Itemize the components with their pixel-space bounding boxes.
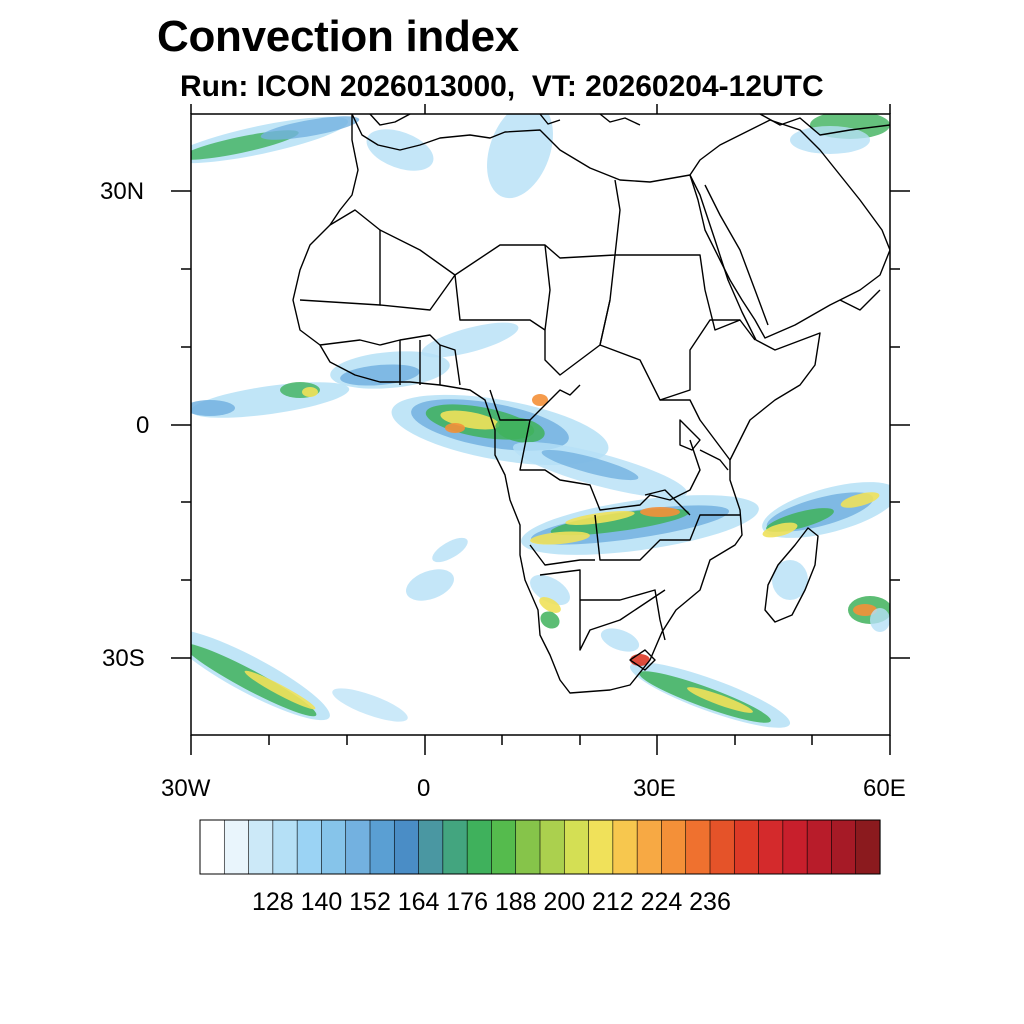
colorbar-label: 212 [591,888,634,916]
lon-label-30w: 30W [161,775,211,802]
convection-area [302,387,318,397]
colorbar-swatch [831,819,857,875]
convection-area [600,628,640,652]
colorbar-swatch [758,819,784,875]
convection-area [191,400,235,416]
convection-area [530,531,590,545]
colorbar-swatch [733,819,760,875]
colorbar-swatch [345,819,371,875]
colorbar-swatch [636,819,663,875]
colorbar-swatch [199,819,225,875]
convection-area [421,322,519,358]
colorbar-swatch [369,819,395,875]
convection-area [640,507,680,517]
lon-label-30e: 30E [633,775,676,802]
convection-area [790,126,870,154]
convection-area [432,537,468,563]
colorbar-swatch [442,819,468,875]
convection-area [332,688,408,722]
colorbar-swatch [661,819,687,875]
colorbar-swatch [296,819,323,875]
convection-area [532,394,548,406]
convection-area [445,423,465,433]
chart-subtitle: Run: ICON 2026013000, VT: 20260204-12UTC [180,70,824,103]
convection-area [853,604,877,616]
convection-area [539,597,561,613]
lon-label-60e: 60E [863,775,906,802]
convection-area [440,410,500,430]
colorbar-frame [199,819,881,875]
colorbar-swatch [223,819,250,875]
colorbar-swatch [612,819,638,875]
chart-title: Convection index [157,12,519,61]
lat-label-30n: 30N [100,178,145,205]
colorbar-label: 188 [494,888,537,916]
convection-area [406,569,454,601]
colorbar-label: 200 [543,888,586,916]
colorbar-swatch [321,819,347,875]
convection-area [540,611,560,629]
convection-area [191,643,317,717]
lat-label-0: 0 [136,412,150,439]
colorbar-swatch [806,819,833,875]
lat-label-30s: 30S [102,645,145,672]
colorbar-swatch [563,819,590,875]
colorbar-label: 176 [446,888,488,916]
colorbar-label: 128 [251,888,294,916]
colorbar-label: 140 [300,888,343,916]
convection-area [772,560,808,600]
convection-area [762,522,798,538]
convection-area [870,608,890,632]
colorbar-swatch [539,819,565,875]
convection-area [191,382,350,418]
axis-ticks [171,104,910,755]
convection-area [495,417,545,443]
convection-area [487,114,553,199]
colorbar-swatch [855,819,881,875]
convection-fields [191,114,890,728]
colorbar-swatch [466,819,493,875]
colorbar-swatch [685,819,711,875]
colorbar-swatch [588,819,614,875]
colorbar-label: 164 [397,888,440,916]
colorbar-swatch [393,819,420,875]
convection-area [565,511,635,525]
coastlines-borders [292,114,890,694]
arabia-coastline [689,119,890,339]
colorbar-swatch [709,819,735,875]
convection-area [840,492,880,508]
colorbar [199,819,881,875]
colorbar-swatch [418,819,444,875]
convection-area [244,670,316,710]
colorbar-swatch [515,819,541,875]
convection-area [687,687,753,713]
colorbar-swatch [248,819,274,875]
convection-area [541,449,639,481]
colorbar-label: 152 [349,888,391,916]
africa-coastline [292,114,821,694]
colorbar-swatch [491,819,517,875]
colorbar-swatch [272,819,298,875]
colorbar-swatch [782,819,808,875]
madagascar-coastline [764,527,819,623]
convection-area [260,116,360,140]
colorbar-label: 236 [689,888,731,916]
convection-area [530,574,570,606]
lon-label-0: 0 [417,775,431,802]
colorbar-label: 224 [640,888,683,916]
